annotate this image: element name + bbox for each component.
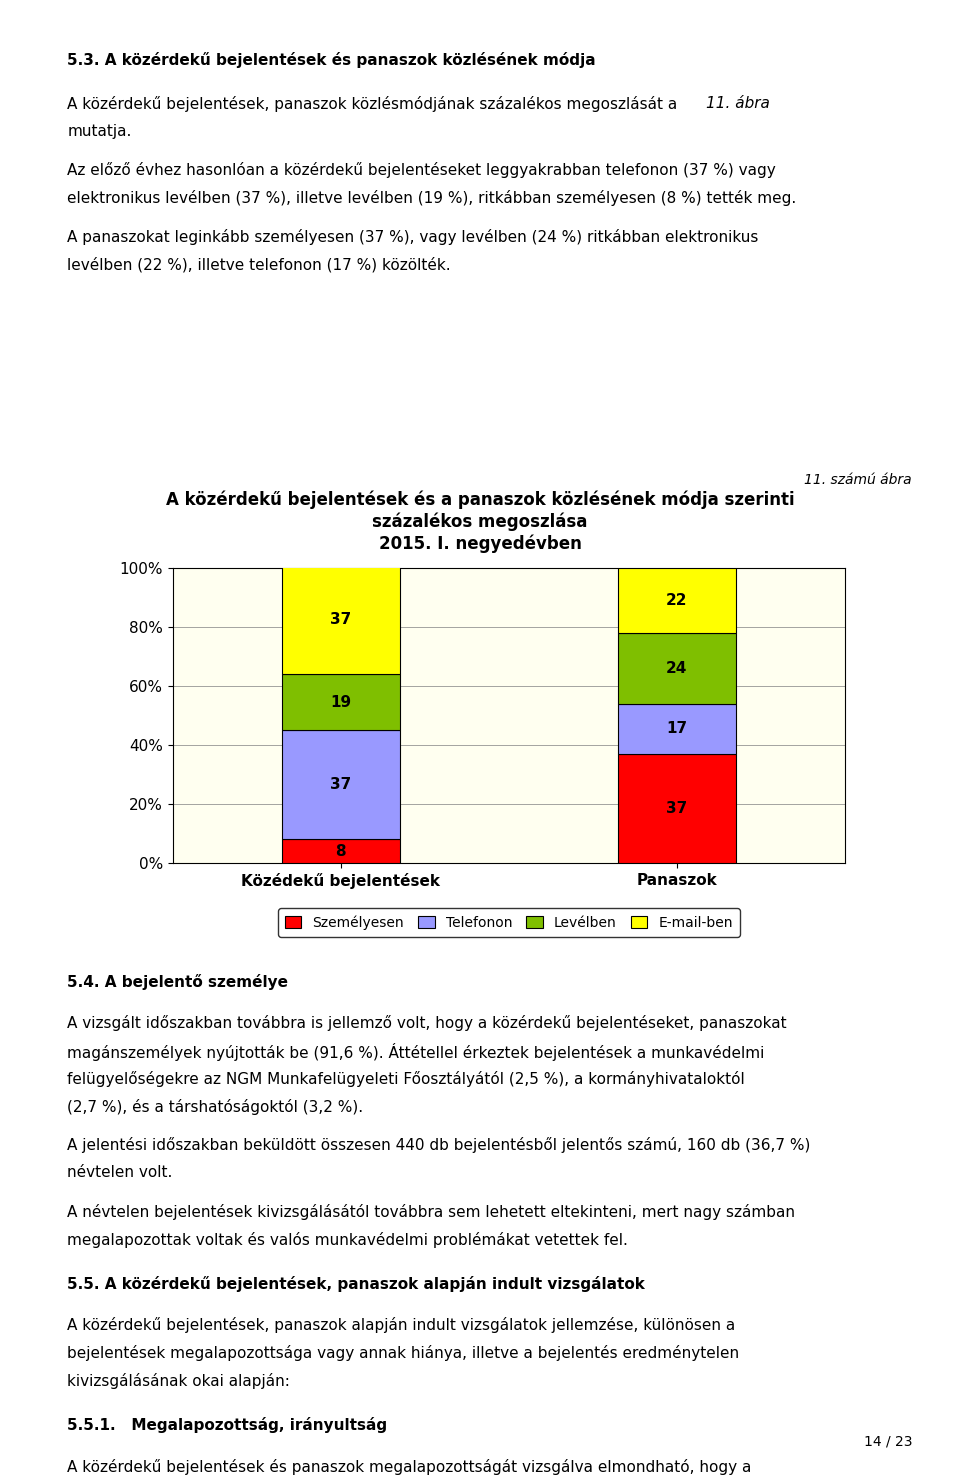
Text: 17: 17	[666, 721, 687, 736]
Bar	[282, 839, 399, 863]
Text: 11. ábra: 11. ábra	[706, 96, 770, 111]
Bar	[618, 754, 735, 863]
Text: 11. számú ábra: 11. számú ábra	[804, 473, 912, 487]
Text: A közérdekű bejelentések, panaszok alapján indult vizsgálatok jellemzése, különö: A közérdekű bejelentések, panaszok alapj…	[67, 1317, 735, 1333]
Text: 8: 8	[335, 844, 347, 858]
Text: 37: 37	[666, 801, 687, 816]
Text: névtelen volt.: névtelen volt.	[67, 1165, 173, 1180]
Text: 5.3. A közérdekű bejelentések és panaszok közlésének módja: 5.3. A közérdekű bejelentések és panaszo…	[67, 52, 596, 68]
Text: A jelentési időszakban beküldött összesen 440 db bejelentésből jelentős számú, 1: A jelentési időszakban beküldött összese…	[67, 1137, 810, 1153]
Text: 5.5. A közérdekű bejelentések, panaszok alapján indult vizsgálatok: 5.5. A közérdekű bejelentések, panaszok …	[67, 1276, 645, 1292]
Text: kivizsgálásának okai alapján:: kivizsgálásának okai alapján:	[67, 1373, 290, 1389]
Text: 37: 37	[330, 612, 351, 627]
Text: A közérdekű bejelentések és panaszok megalapozottságát vizsgálva elmondható, hog: A közérdekű bejelentések és panaszok meg…	[67, 1459, 752, 1475]
Text: A vizsgált időszakban továbbra is jellemző volt, hogy a közérdekű bejelentéseket: A vizsgált időszakban továbbra is jellem…	[67, 1015, 787, 1031]
Text: A panaszokat leginkább személyesen (37 %), vagy levélben (24 %) ritkábban elektr: A panaszokat leginkább személyesen (37 %…	[67, 229, 758, 245]
Text: százalékos megoszlása: százalékos megoszlása	[372, 512, 588, 531]
Text: A közérdekű bejelentések, panaszok közlésmódjának százalékos megoszlását a: A közérdekű bejelentések, panaszok közlé…	[67, 96, 683, 112]
Bar	[282, 730, 399, 839]
Text: 24: 24	[666, 661, 687, 676]
Text: megalapozottak voltak és valós munkavédelmi problémákat vetettek fel.: megalapozottak voltak és valós munkavéde…	[67, 1232, 628, 1248]
Text: A névtelen bejelentések kivizsgálásától továbbra sem lehetett eltekinteni, mert : A névtelen bejelentések kivizsgálásától …	[67, 1204, 795, 1220]
Text: 14 / 23: 14 / 23	[863, 1435, 912, 1448]
Text: Az előző évhez hasonlóan a közérdekű bejelentéseket leggyakrabban telefonon (37 : Az előző évhez hasonlóan a közérdekű bej…	[67, 162, 776, 178]
Text: 5.5.1.   Megalapozottság, irányultság: 5.5.1. Megalapozottság, irányultság	[67, 1417, 387, 1434]
Text: (2,7 %), és a társhatóságoktól (3,2 %).: (2,7 %), és a társhatóságoktól (3,2 %).	[67, 1099, 363, 1115]
Text: elektronikus levélben (37 %), illetve levélben (19 %), ritkábban személyesen (8 : elektronikus levélben (37 %), illetve le…	[67, 190, 797, 207]
Bar	[618, 633, 735, 704]
Text: magánszemélyek nyújtották be (91,6 %). Áttétellel érkeztek bejelentések a munkav: magánszemélyek nyújtották be (91,6 %). Á…	[67, 1043, 764, 1061]
Text: 2015. I. negyedévben: 2015. I. negyedévben	[378, 534, 582, 553]
Bar	[618, 568, 735, 633]
Text: A közérdekű bejelentések és a panaszok közlésének módja szerinti: A közérdekű bejelentések és a panaszok k…	[166, 490, 794, 509]
Bar	[282, 674, 399, 730]
Text: bejelentések megalapozottsága vagy annak hiánya, illetve a bejelentés eredményte: bejelentések megalapozottsága vagy annak…	[67, 1345, 739, 1361]
Text: levélben (22 %), illetve telefonon (17 %) közölték.: levélben (22 %), illetve telefonon (17 %…	[67, 257, 451, 273]
Bar	[618, 704, 735, 754]
Text: 5.4. A bejelentő személye: 5.4. A bejelentő személye	[67, 974, 288, 990]
Text: mutatja.: mutatja.	[67, 124, 132, 139]
Text: felügyelőségekre az NGM Munkafelügyeleti Főosztályától (2,5 %), a kormányhivatal: felügyelőségekre az NGM Munkafelügyeleti…	[67, 1071, 745, 1087]
Text: 37: 37	[330, 777, 351, 792]
Text: 22: 22	[666, 593, 687, 608]
Bar	[282, 565, 399, 674]
Legend: Személyesen, Telefonon, Levélben, E-mail-ben: Személyesen, Telefonon, Levélben, E-mail…	[277, 909, 740, 937]
Text: 19: 19	[330, 695, 351, 709]
